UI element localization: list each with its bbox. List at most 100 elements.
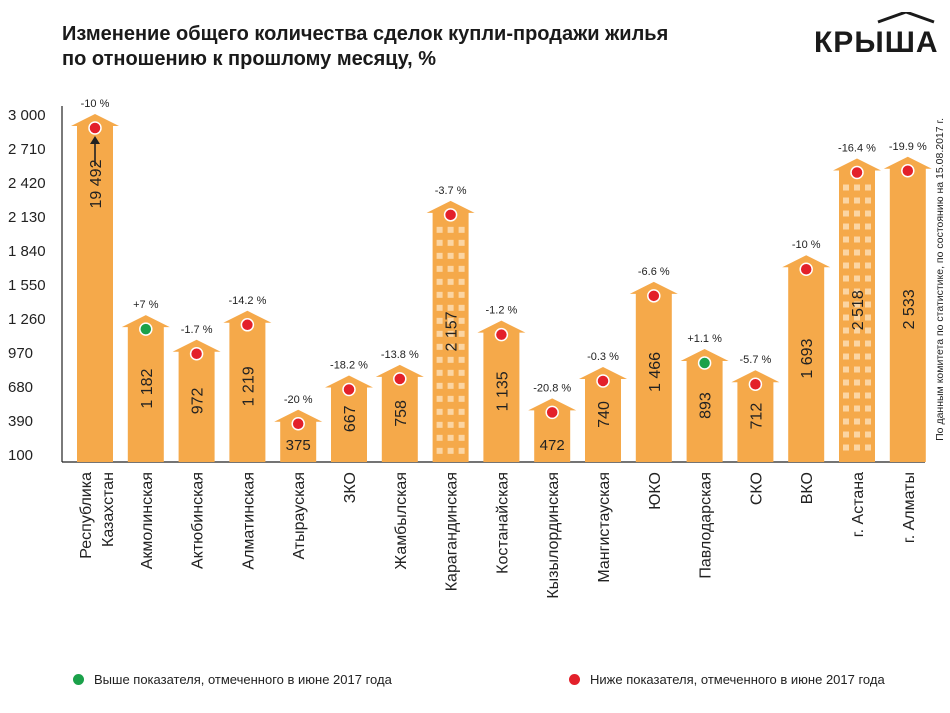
y-tick-label: 2 420 (8, 175, 46, 192)
category-label-16: г. Алматы (901, 472, 918, 543)
category-label-5: ЗКО (342, 472, 359, 503)
bar-window (843, 275, 849, 282)
value-label-15: 2 518 (850, 290, 867, 330)
bar-window (458, 239, 465, 246)
logo-text: КРЫША (814, 26, 939, 58)
bar-window (436, 278, 443, 285)
bar-window (843, 444, 849, 451)
status-dot-6 (393, 372, 407, 386)
bar-window (436, 382, 443, 389)
bar-window (865, 301, 871, 308)
bar-window (458, 447, 465, 454)
change-label-16: -19.9 % (889, 141, 927, 153)
side-note: По данным комитета по статистике, по сос… (934, 118, 946, 441)
bar-window (865, 210, 871, 217)
change-label-13: -5.7 % (740, 354, 772, 366)
bar-2 (172, 339, 221, 462)
chart-title: Изменение общего количества сделок купли… (62, 22, 762, 72)
bar-window (458, 382, 465, 389)
bar-window (458, 408, 465, 415)
bar-window (458, 395, 465, 402)
bar-14 (782, 255, 831, 462)
value-label-13: 712 (748, 403, 765, 430)
bar-window (865, 366, 871, 373)
bar-window (854, 379, 860, 386)
bar-window (854, 249, 860, 256)
bar-window (865, 405, 871, 412)
y-tick-label: 1 260 (8, 311, 46, 328)
logo-roof-icon (877, 12, 935, 24)
bar-window (854, 275, 860, 282)
bar-window (436, 343, 443, 350)
bar-window (843, 366, 849, 373)
legend-above: Выше показателя, отмеченного в июне 2017… (73, 672, 392, 687)
bar-window (865, 249, 871, 256)
bar-window (447, 447, 454, 454)
category-label-8: Костанайская (494, 472, 511, 574)
bar-window (854, 210, 860, 217)
bar-window (854, 327, 860, 334)
bar-window (447, 278, 454, 285)
category-label-0: Республика (78, 472, 95, 559)
bar-window (458, 421, 465, 428)
bar-window (854, 184, 860, 191)
status-dot-5 (342, 382, 356, 397)
bar-window (447, 369, 454, 376)
status-dot-15 (850, 165, 864, 180)
value-label-9: 472 (540, 437, 565, 454)
y-tick-label: 390 (8, 413, 33, 430)
bar-4 (274, 409, 323, 462)
bar-11 (629, 281, 678, 462)
bar-window (854, 340, 860, 347)
bar-12 (680, 349, 729, 462)
bar-window (436, 408, 443, 415)
bar-window (865, 288, 871, 295)
bar-window (843, 288, 849, 295)
bar-window (458, 265, 465, 272)
status-dot-2 (189, 347, 204, 361)
bar-window (447, 408, 454, 415)
bar-window (447, 421, 454, 428)
bar-window (854, 236, 860, 243)
bar-window (843, 223, 849, 230)
bar-window (436, 265, 443, 272)
status-dot-9 (545, 405, 559, 420)
bar-window (854, 301, 860, 308)
bar-window (458, 369, 465, 376)
status-dot-13 (748, 377, 763, 391)
y-tick-label: 1 840 (8, 243, 46, 260)
bar-window (843, 353, 849, 360)
category-label-14: ВКО (799, 472, 816, 504)
category-label-3: Алматинская (240, 472, 257, 570)
bar-window (458, 356, 465, 363)
bar-window (865, 340, 871, 347)
value-label-3: 1 219 (240, 366, 257, 406)
bar-window (854, 418, 860, 425)
legend-below: Ниже показателя, отмеченного в июне 2017… (569, 672, 885, 687)
bar-window (436, 239, 443, 246)
legend-below-label: Ниже показателя, отмеченного в июне 2017… (590, 672, 885, 687)
bar-window (447, 239, 454, 246)
bar-window (436, 421, 443, 428)
change-label-4: -20 % (284, 394, 313, 406)
bar-window (436, 369, 443, 376)
bar-window (865, 197, 871, 204)
bar-window (843, 392, 849, 399)
status-dot-10 (596, 374, 610, 388)
bar-window (854, 197, 860, 204)
bar-window (458, 330, 465, 337)
bar-window (865, 431, 871, 438)
bar-window (843, 236, 849, 243)
bar-window (447, 330, 454, 337)
bar-window (843, 418, 849, 425)
krysha-logo: КРЫША (814, 12, 939, 58)
y-tick-label: 1 550 (8, 277, 46, 294)
bar-window (854, 288, 860, 295)
value-label-4: 375 (286, 437, 311, 454)
value-label-16: 2 533 (901, 289, 918, 329)
category-label-7: Карагандинская (444, 472, 461, 591)
bar-6 (375, 364, 424, 462)
title-line-2: по отношению к прошлому месяцу, % (62, 48, 437, 70)
value-label-2: 972 (190, 387, 207, 414)
bar-window (854, 431, 860, 438)
